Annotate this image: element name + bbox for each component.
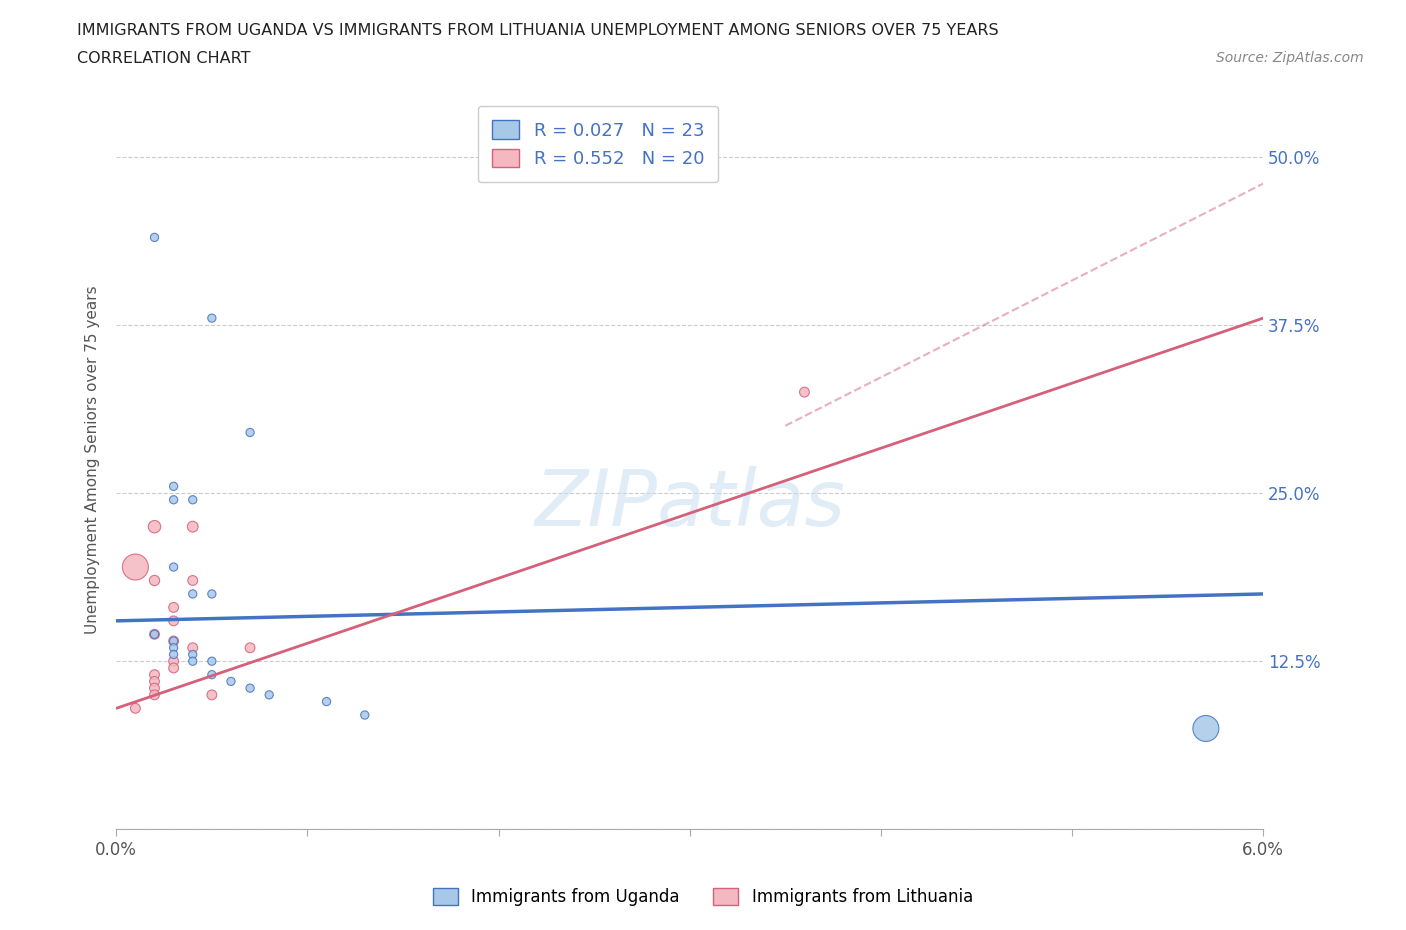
Point [181,519,204,534]
Point [201,654,224,669]
Point [143,627,166,642]
Point [162,641,184,656]
Point [181,587,204,602]
Point [239,425,262,440]
Point [143,674,166,689]
Point [143,573,166,588]
Point [162,492,184,507]
Point [162,660,184,675]
Point [143,681,166,696]
Point [239,641,262,656]
Point [201,687,224,702]
Point [143,230,166,245]
Point [162,633,184,648]
Point [353,708,375,723]
Point [162,479,184,494]
Point [162,614,184,629]
Point [162,600,184,615]
Text: CORRELATION CHART: CORRELATION CHART [77,51,250,66]
Point [162,633,184,648]
Legend: Immigrants from Uganda, Immigrants from Lithuania: Immigrants from Uganda, Immigrants from … [426,881,980,912]
Point [181,492,204,507]
Text: ZIPatlas: ZIPatlas [534,466,845,542]
Point [124,701,146,716]
Point [201,311,224,325]
Point [143,627,166,642]
Y-axis label: Unemployment Among Seniors over 75 years: Unemployment Among Seniors over 75 years [86,286,100,633]
Point [143,519,166,534]
Point [181,647,204,662]
Point [1195,721,1218,736]
Point [239,681,262,696]
Point [201,667,224,682]
Point [124,560,146,575]
Point [143,687,166,702]
Point [219,674,242,689]
Text: IMMIGRANTS FROM UGANDA VS IMMIGRANTS FROM LITHUANIA UNEMPLOYMENT AMONG SENIORS O: IMMIGRANTS FROM UGANDA VS IMMIGRANTS FRO… [77,23,998,38]
Point [257,687,280,702]
Point [181,573,204,588]
Text: Source: ZipAtlas.com: Source: ZipAtlas.com [1216,51,1364,65]
Point [162,654,184,669]
Point [201,587,224,602]
Point [793,385,815,400]
Point [162,647,184,662]
Point [162,560,184,575]
Point [315,694,337,709]
Point [181,641,204,656]
Point [181,654,204,669]
Legend: R = 0.027   N = 23, R = 0.552   N = 20: R = 0.027 N = 23, R = 0.552 N = 20 [478,106,718,182]
Point [143,667,166,682]
